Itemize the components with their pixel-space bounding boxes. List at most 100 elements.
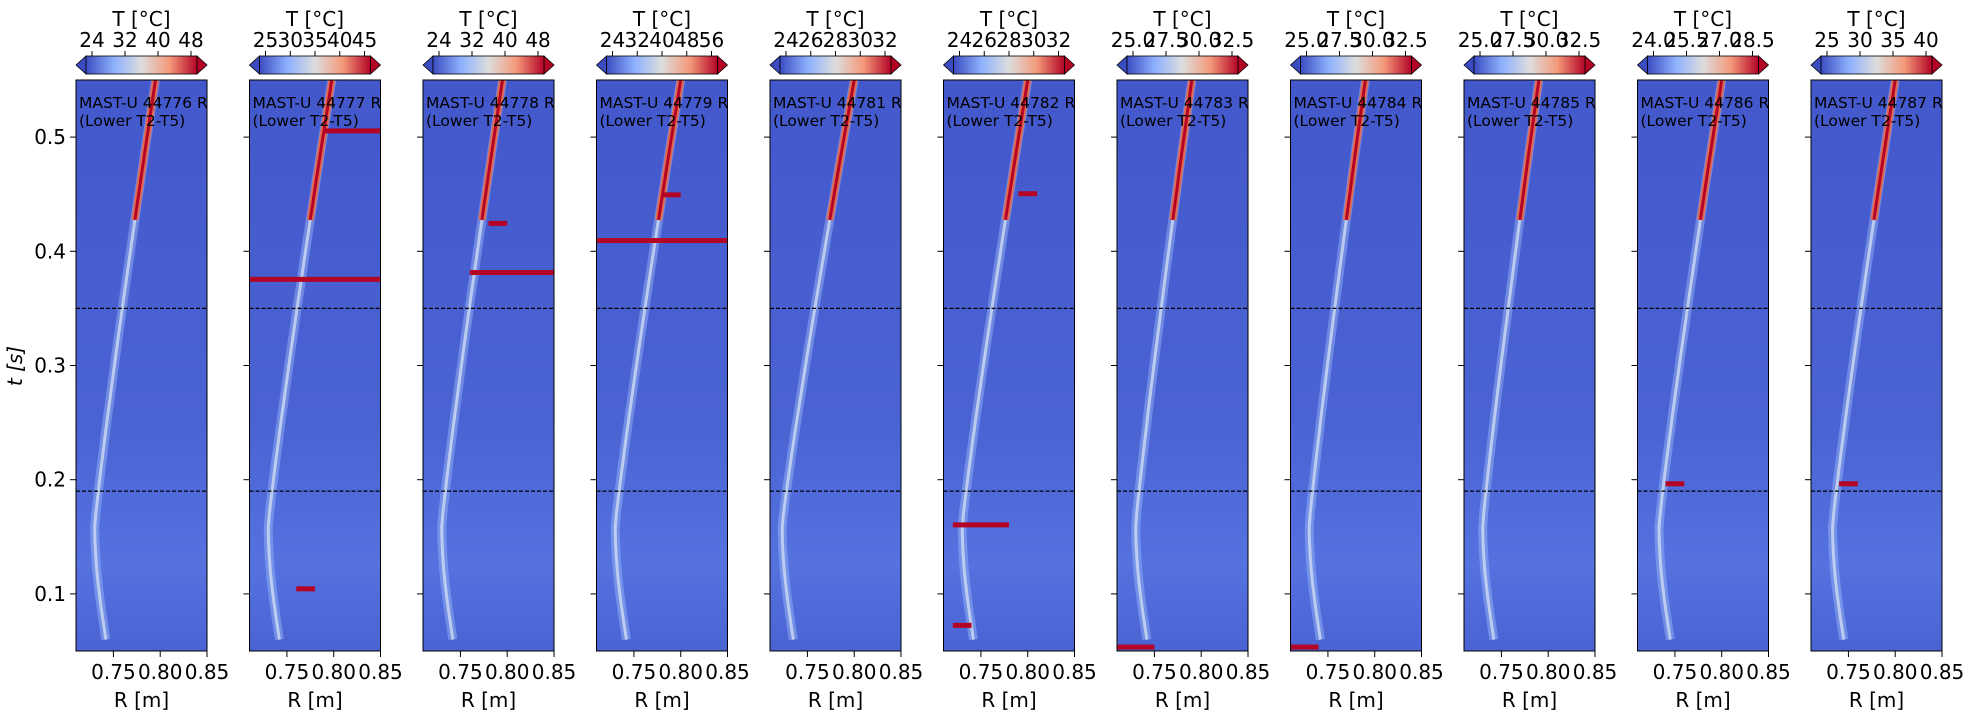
colorbar-tick-label: 30.0 [1524, 28, 1569, 52]
hot-streak-core [1344, 79, 1367, 221]
panel-label-line2: (Lower T2-T5) [947, 112, 1053, 130]
colorbar-tick-label: 30 [1021, 28, 1046, 52]
y-tick-label: 0.2 [34, 468, 66, 492]
hot-band [952, 622, 972, 628]
x-tick-label: 0.85 [1573, 660, 1618, 684]
colorbar [779, 55, 892, 75]
colorbar-title: T [°C] [1152, 7, 1211, 31]
colorbar-extend-low [595, 55, 607, 75]
colorbar-tick-label: 26 [972, 28, 997, 52]
x-tick-label: 0.80 [1526, 660, 1571, 684]
hot-band [296, 586, 315, 592]
colorbar-tick-label: 32 [872, 28, 897, 52]
colorbar-extend-low [1810, 55, 1822, 75]
hot-band [1665, 481, 1685, 487]
heatmap-background [1117, 80, 1248, 651]
colorbar-tick-label: 40 [1913, 28, 1938, 52]
panel-label-line1: MAST-U 44776 R [79, 94, 208, 112]
x-tick-label: 0.85 [1226, 660, 1271, 684]
colorbar-tick-label: 32 [459, 28, 484, 52]
panel-label-line2: (Lower T2-T5) [1120, 112, 1226, 130]
panel-2: MAST-U 44777 R(Lower T2-T5) 0.75 0.80 0.85 R… [243, 7, 403, 711]
x-tick-label: 0.80 [1352, 660, 1397, 684]
panel-label-line2: (Lower T2-T5) [1294, 112, 1400, 130]
colorbar-tick-label: 25.0 [1284, 28, 1329, 52]
hot-band [1117, 644, 1155, 650]
x-axis-title: R [m] [287, 688, 342, 711]
y-tick-label: 0.1 [34, 582, 66, 606]
colorbar-extend-low [75, 55, 87, 75]
x-tick-label: 0.80 [1005, 660, 1050, 684]
colorbar-tick-label: 32.5 [1557, 28, 1602, 52]
hot-band [324, 128, 381, 134]
colorbar-extend-high [1411, 55, 1423, 75]
colorbar-tick-label: 32.5 [1210, 28, 1255, 52]
x-tick-label: 0.75 [1479, 660, 1524, 684]
hot-band [469, 269, 554, 275]
x-tick-label: 0.85 [879, 660, 924, 684]
x-tick-label: 0.80 [1873, 660, 1918, 684]
x-tick-label: 0.75 [1132, 660, 1177, 684]
x-tick-label: 0.75 [265, 660, 310, 684]
colorbar-title: T [°C] [285, 7, 344, 31]
colorbar-tick-label: 56 [699, 28, 724, 52]
colorbar-tick-label: 32 [112, 28, 137, 52]
hot-streak-core [308, 79, 334, 221]
panel-4: MAST-U 44779 R(Lower T2-T5) 0.75 0.80 0.85 R… [590, 7, 750, 711]
x-axis-title: R [m] [1849, 688, 1904, 711]
colorbar-tick-label: 24 [79, 28, 104, 52]
x-tick-label: 0.85 [1052, 660, 1097, 684]
colorbar-tick-label: 30.0 [1177, 28, 1222, 52]
panel-8: MAST-U 44784 R(Lower T2-T5) 0.75 0.80 0.85 R… [1284, 7, 1444, 711]
hot-streak-core [1004, 79, 1030, 221]
x-tick-label: 0.85 [185, 660, 230, 684]
colorbar-tick-label: 24 [600, 28, 625, 52]
panel-label-line2: (Lower T2-T5) [773, 112, 879, 130]
colorbar-tick-label: 25.5 [1664, 28, 1709, 52]
x-tick-label: 0.75 [1306, 660, 1351, 684]
y-tick-label: 0.4 [34, 239, 66, 263]
x-axis-title: R [m] [808, 688, 863, 711]
colorbar-tick-label: 27.5 [1144, 28, 1189, 52]
hot-band [488, 220, 508, 226]
x-tick-label: 0.75 [785, 660, 830, 684]
colorbar-title: T [°C] [805, 7, 864, 31]
panel-label-line1: MAST-U 44777 R [253, 94, 382, 112]
x-axis-title: R [m] [1328, 688, 1383, 711]
x-tick-label: 0.85 [705, 660, 750, 684]
colorbar [259, 55, 371, 75]
hot-band [662, 192, 681, 198]
colorbar-extend-high [1931, 55, 1943, 75]
colorbar-tick-label: 25 [1814, 28, 1839, 52]
hot-band [1839, 481, 1858, 487]
colorbar-tick-label: 48 [674, 28, 699, 52]
colorbar-extend-high [717, 55, 729, 75]
colorbar-extend-high [1237, 55, 1249, 75]
colorbar-extend-high [196, 55, 208, 75]
colorbar-title: T [°C] [1673, 7, 1732, 31]
x-tick-label: 0.75 [1653, 660, 1698, 684]
colorbar-title: T [°C] [1499, 7, 1558, 31]
colorbar-tick-label: 28 [996, 28, 1021, 52]
colorbar-extend-low [1116, 55, 1128, 75]
panel-label-line2: (Lower T2-T5) [1814, 112, 1920, 130]
colorbar-tick-label: 32 [1046, 28, 1071, 52]
panel-10: MAST-U 44786 R(Lower T2-T5) 0.75 0.80 0.85 R… [1631, 7, 1791, 711]
hot-band [952, 522, 1009, 528]
panel-label-line2: (Lower T2-T5) [1467, 112, 1573, 130]
colorbar-tick-label: 40 [649, 28, 674, 52]
x-tick-label: 0.75 [959, 660, 1004, 684]
hot-streak-core [133, 79, 157, 221]
colorbar-title: T [°C] [458, 7, 517, 31]
x-axis-title: R [m] [1155, 688, 1210, 711]
colorbar [1126, 55, 1239, 75]
colorbar-tick-label: 25.0 [1458, 28, 1503, 52]
x-tick-label: 0.75 [438, 660, 483, 684]
x-tick-label: 0.80 [1699, 660, 1744, 684]
colorbar-tick-label: 35 [302, 28, 327, 52]
colorbar-tick-label: 25 [253, 28, 278, 52]
panel-label-line1: MAST-U 44781 R [773, 94, 902, 112]
colorbar-tick-label: 24.0 [1631, 28, 1676, 52]
colorbar-tick-label: 24 [426, 28, 451, 52]
